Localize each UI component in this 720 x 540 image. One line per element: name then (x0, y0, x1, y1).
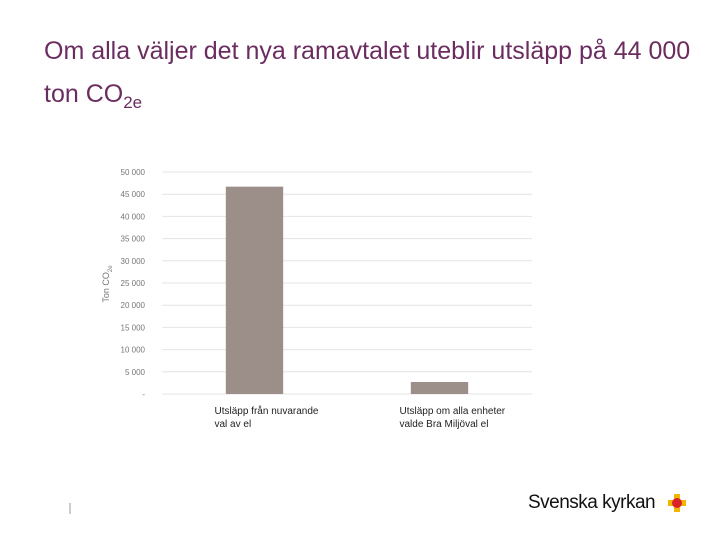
y-tick-label: 25 000 (121, 279, 146, 288)
title-subscript: 2e (123, 93, 143, 112)
bar (410, 382, 469, 394)
x-tick-label: Utsläpp från nuvarande val av el (214, 406, 319, 430)
title-text: Om alla väljer det nya ramavtalet utebli… (44, 37, 691, 108)
y-tick-label: 30 000 (121, 257, 146, 266)
bar (225, 186, 284, 394)
logo-cross (668, 494, 686, 512)
y-tick-label: 35 000 (121, 235, 146, 244)
x-tick-label: Utsläpp om alla enheter valde Bra Miljöv… (399, 406, 506, 430)
y-tick-label: 15 000 (121, 323, 146, 332)
y-label-text: Ton CO (101, 272, 111, 303)
y-tick-label: 50 000 (121, 168, 146, 177)
y-axis-label: Ton CO2e (101, 239, 114, 329)
y-tick-label: 5 000 (125, 368, 146, 377)
y-tick-label: - (142, 390, 145, 399)
slide-title: Om alla väljer det nya ramavtalet utebli… (44, 30, 704, 116)
y-label-subscript: 2e (107, 265, 114, 273)
logo-text: Svenska kyrkan (528, 492, 656, 513)
y-tick-label: 45 000 (121, 190, 146, 199)
y-tick-label: 20 000 (121, 301, 146, 310)
y-tick-label: 40 000 (121, 212, 146, 221)
y-tick-label: 10 000 (121, 346, 146, 355)
